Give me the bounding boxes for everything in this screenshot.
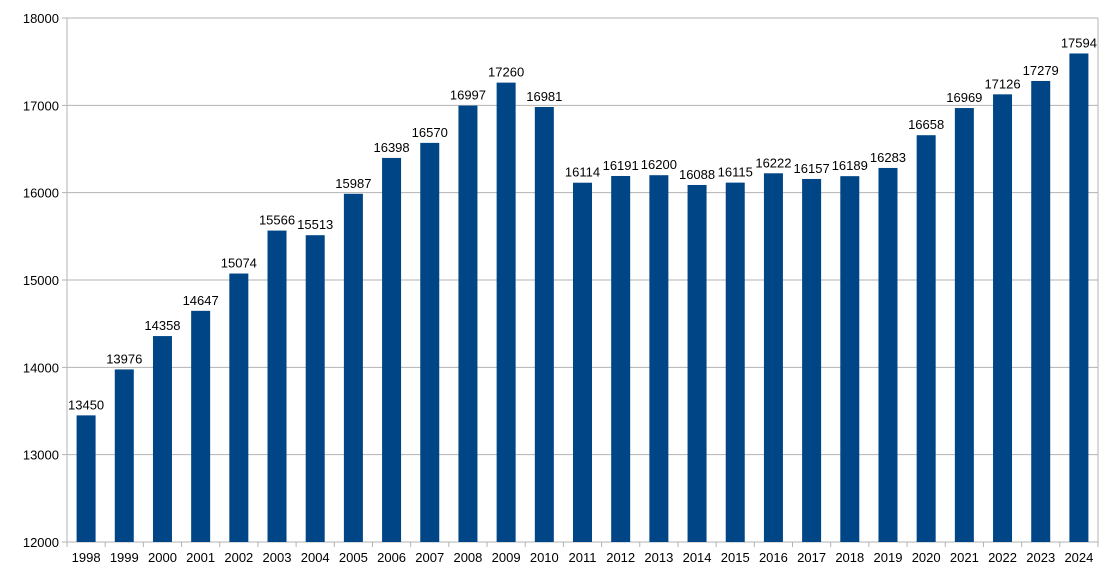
x-tick-label: 2022 — [988, 550, 1017, 565]
data-label-2023: 17279 — [1023, 63, 1059, 78]
bar-2021 — [954, 108, 974, 543]
x-tick-label: 2002 — [224, 550, 253, 565]
x-tick-label: 2015 — [721, 550, 750, 565]
y-tick-label: 15000 — [23, 273, 59, 288]
bar-2001 — [191, 310, 211, 542]
data-label-2024: 17594 — [1061, 35, 1097, 50]
y-tick-label: 18000 — [23, 11, 59, 26]
axes: 12000 13000 14000 15000 16000 17000 18000 1998 1… — [23, 11, 1099, 565]
x-tick-label: 2014 — [683, 550, 712, 565]
data-label-2014: 16088 — [679, 167, 715, 182]
x-tick-label: 1999 — [110, 550, 139, 565]
data-label-2008: 16997 — [450, 88, 486, 103]
data-label-2015: 16115 — [718, 165, 753, 180]
bar-2007 — [420, 142, 440, 543]
bars — [76, 53, 1089, 543]
y-tick-label: 17000 — [23, 98, 59, 113]
data-label-2010: 16981 — [526, 89, 562, 104]
y-tick-label: 16000 — [23, 186, 59, 201]
bar-2019 — [878, 167, 898, 542]
bar-2010 — [534, 106, 554, 542]
bar-2000 — [152, 336, 172, 542]
bar-2002 — [229, 273, 249, 542]
bar-2011 — [573, 182, 592, 542]
x-tick-label: 2013 — [644, 550, 673, 565]
bar-2006 — [382, 157, 402, 542]
data-label-2004: 15513 — [297, 217, 333, 232]
x-tick-label: 2020 — [912, 550, 941, 565]
data-label-2007: 16570 — [412, 125, 448, 140]
x-tick-label: 2000 — [148, 550, 177, 565]
x-tick-label: 1998 — [72, 550, 101, 565]
bar-2024 — [1069, 53, 1089, 542]
bar-2022 — [993, 94, 1013, 542]
data-label-2019: 16283 — [870, 150, 906, 165]
data-label-2022: 17126 — [984, 76, 1020, 91]
data-label-1998: 13450 — [68, 397, 104, 412]
data-label-2006: 16398 — [373, 140, 409, 155]
bar-1998 — [76, 415, 96, 542]
data-label-1999: 13976 — [106, 351, 142, 366]
x-tick-label: 2008 — [453, 550, 482, 565]
x-tick-label: 2016 — [759, 550, 788, 565]
data-label-2003: 15566 — [259, 213, 295, 228]
x-tick-label: 2009 — [492, 550, 521, 565]
bar-2014 — [687, 184, 707, 543]
x-tick-label: 2012 — [606, 550, 635, 565]
x-tick-label: 2011 — [569, 550, 597, 565]
data-label-2000: 14358 — [144, 318, 180, 333]
bar-2005 — [343, 193, 363, 542]
x-tick-label: 2010 — [530, 550, 559, 565]
x-tick-label: 2017 — [797, 550, 826, 565]
y-tick-label: 12000 — [23, 535, 59, 550]
bar-2023 — [1031, 80, 1051, 542]
bar-2013 — [649, 175, 669, 542]
bar-2020 — [916, 135, 936, 542]
bar-2016 — [763, 173, 783, 542]
x-tick-label: 2021 — [950, 550, 979, 565]
y-tick-label: 14000 — [23, 360, 59, 375]
data-label-2013: 16200 — [641, 157, 677, 172]
x-tick-label: 2007 — [415, 550, 444, 565]
bar-2009 — [496, 82, 516, 543]
data-label-2021: 16969 — [946, 90, 982, 105]
data-label-2012: 16191 — [603, 158, 639, 173]
bar-2003 — [267, 230, 287, 542]
bar-2015 — [725, 182, 745, 542]
bar-1999 — [114, 369, 134, 542]
x-tick-label: 2019 — [874, 550, 903, 565]
data-label-2009: 17260 — [488, 65, 524, 80]
x-tick-label: 2001 — [186, 550, 215, 565]
x-tick-label: 2003 — [263, 550, 292, 565]
bar-2017 — [802, 178, 822, 543]
x-tick-label: 2023 — [1026, 550, 1055, 565]
data-label-2002: 15074 — [221, 256, 257, 271]
bar-2012 — [611, 175, 631, 542]
data-label-2020: 16658 — [908, 117, 944, 132]
data-label-2001: 14647 — [183, 293, 219, 308]
x-tick-label: 2005 — [339, 550, 368, 565]
data-label-2018: 16189 — [832, 158, 868, 173]
y-tick-label: 13000 — [23, 448, 59, 463]
bar-2004 — [305, 235, 325, 542]
x-tick-label: 2004 — [301, 550, 330, 565]
data-label-2005: 15987 — [335, 176, 371, 191]
data-label-2017: 16157 — [794, 161, 830, 176]
bar-2008 — [458, 105, 478, 542]
data-label-2011: 16114 — [565, 165, 600, 180]
bar-2018 — [840, 176, 860, 543]
x-tick-label: 2018 — [835, 550, 864, 565]
x-tick-label: 2024 — [1064, 550, 1093, 565]
x-tick-label: 2006 — [377, 550, 406, 565]
data-label-2016: 16222 — [755, 155, 791, 170]
